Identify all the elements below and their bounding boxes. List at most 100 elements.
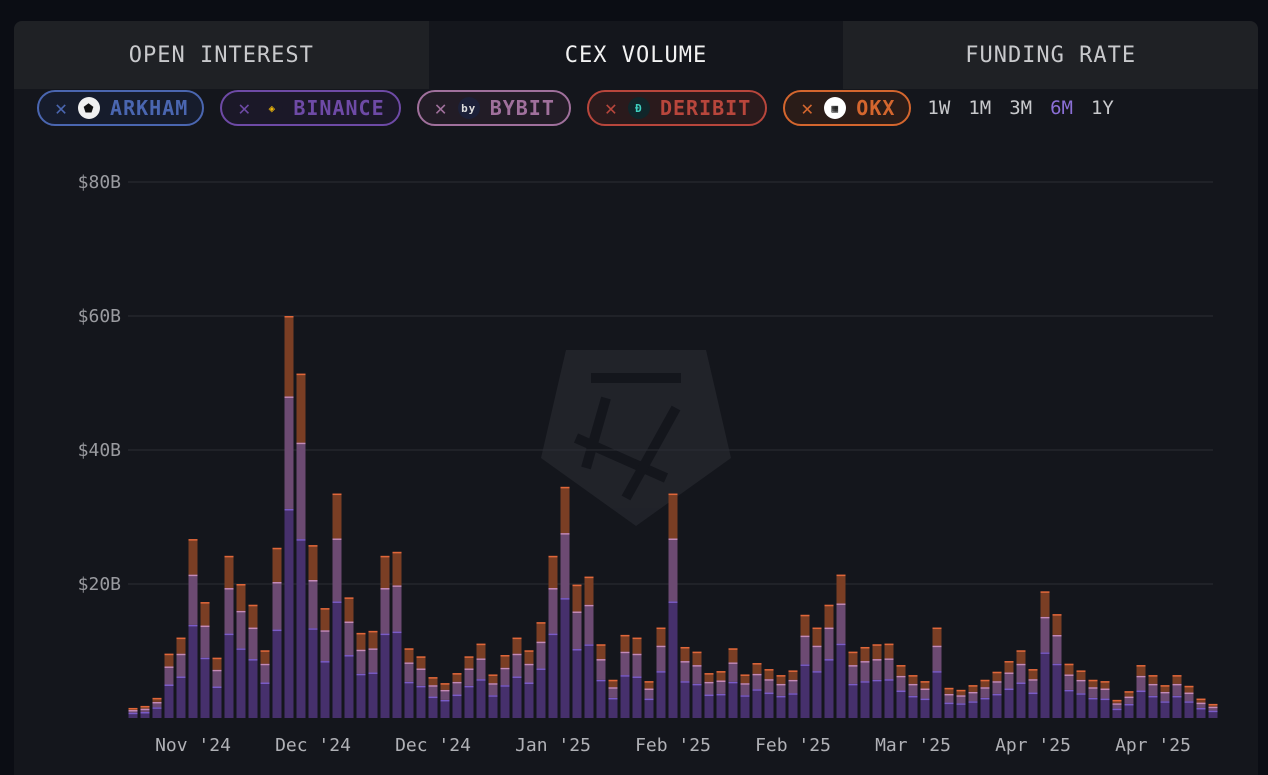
bar-cap-binance — [1064, 689, 1074, 692]
bar-cap-binance — [884, 679, 894, 681]
bar-bybit — [536, 641, 546, 669]
bar-cap-bybit — [320, 630, 330, 632]
bar-bybit — [980, 687, 990, 698]
bar-cap-bybit — [716, 680, 726, 682]
filter-chip-okx[interactable]: ✕ ▦ OKX — [783, 90, 912, 126]
y-tick-label: $80B — [78, 172, 121, 193]
bar-cap-binance — [152, 707, 162, 709]
tab-funding-rate[interactable]: FUNDING RATE — [843, 21, 1258, 89]
remove-icon[interactable]: ✕ — [55, 96, 69, 120]
bar-bybit — [1088, 687, 1098, 698]
bar-cap-binance — [632, 676, 642, 678]
bar-cap-okx — [968, 685, 978, 687]
bar-binance — [500, 685, 510, 718]
filter-chip-bybit[interactable]: ✕ by BYBIT — [416, 90, 571, 126]
bar-binance — [428, 696, 438, 718]
bar-okx — [752, 663, 762, 674]
bar-cap-bybit — [1076, 679, 1086, 682]
bar-okx — [236, 584, 246, 611]
bar-bybit — [692, 665, 702, 684]
bar-okx — [800, 614, 810, 636]
bar-bybit — [428, 685, 438, 697]
bar-cap-bybit — [404, 662, 414, 664]
bar-okx — [440, 683, 450, 690]
x-tick-label: Mar '25 — [875, 735, 951, 756]
bar-binance — [968, 701, 978, 718]
bar-bybit — [1124, 696, 1134, 704]
timeframe-1w[interactable]: 1W — [927, 97, 951, 119]
bar-okx — [344, 597, 354, 622]
bar-binance — [680, 681, 690, 718]
tab-cex-volume[interactable]: CEX VOLUME — [428, 21, 844, 89]
bar-bybit — [1028, 679, 1038, 693]
bar-cap-bybit — [740, 683, 750, 685]
bar-cap-binance — [764, 692, 774, 695]
bar-okx — [920, 681, 930, 689]
bar-binance — [236, 648, 246, 718]
remove-icon[interactable]: ✕ — [801, 96, 815, 120]
bar-bybit — [1040, 616, 1050, 653]
bar-cap-binance — [728, 681, 738, 684]
bar-binance — [944, 702, 954, 718]
bar-okx — [728, 648, 738, 663]
bar-cap-okx — [200, 602, 210, 604]
filter-chip-arkham[interactable]: ✕ ⬟ ARKHAM — [37, 90, 205, 126]
bar-bybit — [704, 681, 714, 695]
bar-bybit — [1196, 702, 1206, 708]
bar-cap-bybit — [272, 581, 282, 584]
bar-cap-bybit — [140, 708, 150, 711]
bar-binance — [1184, 701, 1194, 718]
bar-bybit — [392, 585, 402, 632]
bar-cap-bybit — [392, 585, 402, 587]
bar-cap-bybit — [236, 610, 246, 613]
bar-bybit — [908, 683, 918, 696]
bar-cap-okx — [920, 681, 930, 683]
bar-bybit — [524, 663, 534, 683]
bar-binance — [416, 685, 426, 718]
bar-binance — [356, 673, 366, 718]
timeframe-1m[interactable]: 1M — [968, 97, 992, 119]
bar-bybit — [872, 659, 882, 680]
y-tick-label: $60B — [78, 306, 121, 327]
bar-okx — [428, 677, 438, 686]
bar-cap-binance — [416, 685, 426, 688]
bar-cap-binance — [452, 694, 462, 697]
bar-binance — [980, 697, 990, 718]
remove-icon[interactable]: ✕ — [604, 96, 618, 120]
bar-cap-bybit — [1040, 616, 1050, 619]
bar-cap-binance — [740, 695, 750, 697]
bar-cap-binance — [224, 633, 234, 636]
bar-cap-bybit — [308, 579, 318, 582]
bar-okx — [1184, 685, 1194, 693]
remove-icon[interactable]: ✕ — [434, 96, 448, 120]
bar-cap-bybit — [1016, 663, 1026, 666]
filter-chip-deribit[interactable]: ✕ Đ DERIBIT — [586, 90, 768, 126]
bar-cap-okx — [944, 687, 954, 690]
bar-cap-okx — [704, 673, 714, 675]
bar-cap-bybit — [776, 683, 786, 686]
filter-chip-binance[interactable]: ✕ ◈ BINANCE — [220, 90, 401, 126]
bar-okx — [356, 632, 366, 650]
bar-cap-binance — [404, 681, 414, 684]
bar-okx — [1016, 650, 1026, 664]
timeframe-6m[interactable]: 6M — [1050, 97, 1073, 119]
bar-cap-bybit — [380, 588, 390, 590]
remove-icon[interactable]: ✕ — [238, 96, 252, 120]
bar-cap-okx — [836, 574, 846, 577]
bar-binance — [452, 694, 462, 718]
bar-binance — [584, 644, 594, 718]
tab-open-interest[interactable]: OPEN INTEREST — [14, 21, 429, 89]
bar-cap-bybit — [848, 665, 858, 667]
bar-cap-okx — [596, 644, 606, 646]
okx-logo-icon: ▦ — [824, 97, 847, 119]
timeframe-3m[interactable]: 3M — [1009, 97, 1033, 119]
bar-bybit — [1064, 674, 1074, 690]
bar-bybit — [356, 649, 366, 674]
bar-cap-okx — [752, 663, 762, 665]
timeframe-1y[interactable]: 1Y — [1090, 97, 1114, 119]
bar-okx — [824, 604, 834, 628]
bar-okx — [368, 630, 378, 649]
bar-binance — [1100, 698, 1110, 718]
bar-cap-binance — [788, 693, 798, 695]
bar-bybit — [740, 683, 750, 696]
